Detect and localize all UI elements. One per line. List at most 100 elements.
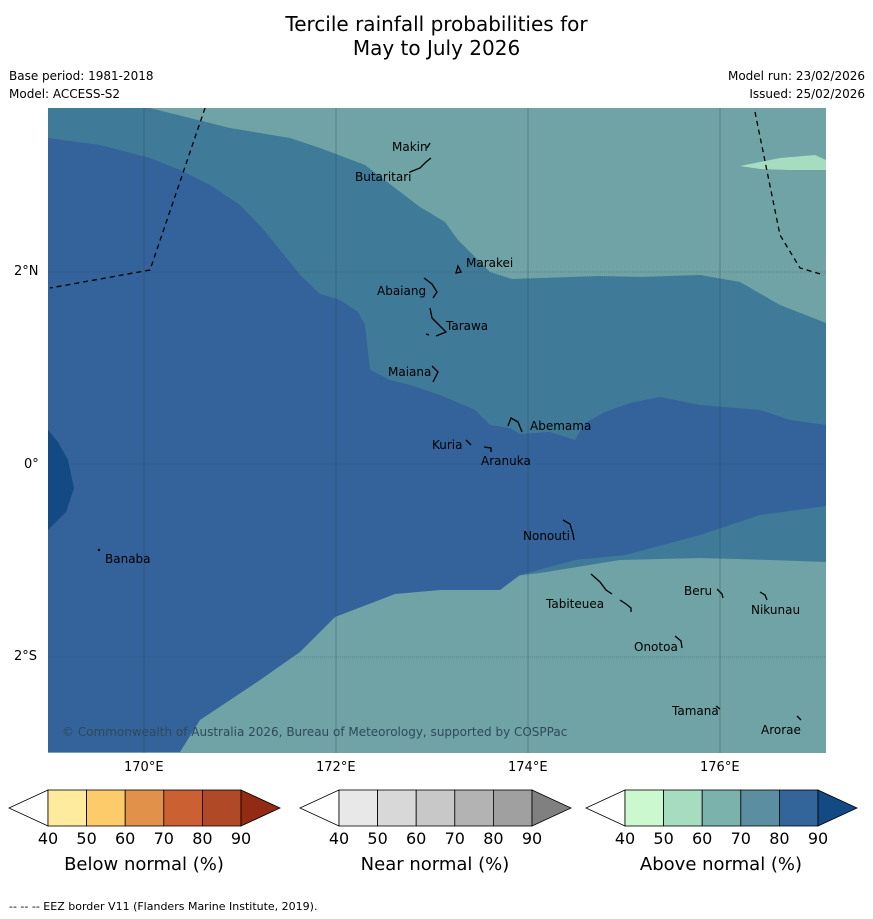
island-kuria — [465, 439, 472, 446]
colorbar-above-tick-50: 50 — [653, 829, 674, 848]
eez-border-west — [49, 108, 206, 289]
island-arorae — [796, 715, 802, 721]
colorbar-below-low-end — [8, 789, 49, 827]
lat-tick-0: 0° — [24, 457, 39, 472]
label-arorae: Arorae — [761, 723, 801, 737]
island-tarawa-south — [425, 333, 430, 336]
model-run-text: Model run: 23/02/2026 — [727, 69, 865, 83]
island-tabiteuea-south — [619, 599, 632, 612]
colorbar-below-swatch-70-80 — [163, 789, 203, 827]
label-kuria: Kuria — [432, 438, 463, 452]
colorbar-above-low-end — [585, 789, 626, 827]
colorbar-below-tick-40: 40 — [37, 829, 59, 848]
colorbar-near-high-end — [531, 789, 572, 827]
island-abaiang — [423, 277, 438, 299]
contour-80-90 — [48, 138, 826, 752]
colorbar-below-swatch-50-60 — [86, 789, 126, 827]
label-abaiang: Abaiang — [377, 284, 426, 298]
title-line-2: May to July 2026 — [352, 36, 521, 60]
lon-tick-174e: 174°E — [508, 760, 548, 775]
label-marakei: Marakei — [466, 256, 513, 270]
contour-90-plus — [48, 430, 74, 530]
colorbar-below — [8, 789, 281, 827]
eez-borders — [49, 108, 825, 289]
colorbar-near-swatch-40-50 — [338, 789, 378, 827]
colorbar-near-tick-80: 80 — [483, 829, 504, 848]
label-aranuka: Aranuka — [481, 454, 531, 468]
colorbar-near-tick-60: 60 — [406, 829, 427, 848]
issued-text: Issued: 25/02/2026 — [749, 87, 865, 101]
label-butaritari: Butaritari — [355, 170, 412, 184]
label-tabiteuea: Tabiteuea — [545, 597, 604, 611]
colorbar-above-swatch-60-70 — [701, 789, 742, 827]
colorbar-near-label: Near normal (%) — [360, 854, 510, 875]
copyright-text: © Commonwealth of Australia 2026, Bureau… — [62, 725, 567, 739]
base-period-text: Base period: 1981-2018 — [9, 69, 154, 83]
label-tarawa: Tarawa — [445, 319, 488, 333]
colorbar-below-swatch-40-50 — [47, 789, 87, 827]
colorbar-below-tick-80: 80 — [192, 829, 213, 848]
colorbar-below-swatch-60-70 — [124, 789, 165, 827]
gridlines — [48, 108, 826, 753]
label-abemama: Abemama — [530, 419, 591, 433]
colorbar-below-tick-90: 90 — [230, 829, 252, 848]
meta-right: Model run: 23/02/2026 Issued: 25/02/2026 — [728, 67, 865, 103]
probability-contours: Makin Butaritari Marakei Abaiang Tarawa … — [48, 108, 826, 753]
colorbar-near-tick-50: 50 — [367, 829, 388, 848]
chart-title: Tercile rainfall probabilities for May t… — [0, 12, 873, 60]
colorbar-below-label: Below normal (%) — [64, 854, 224, 875]
island-tamana — [715, 705, 721, 710]
island-marakei — [455, 264, 462, 274]
colorbar-below-tick-50: 50 — [76, 829, 97, 848]
colorbar-near-tick-40: 40 — [328, 829, 350, 848]
label-makin: Makin — [392, 140, 428, 154]
footer-eez-note: -- -- -- EEZ border V11 (Flanders Marine… — [9, 900, 318, 913]
island-makin — [426, 142, 431, 149]
label-nikunau: Nikunau — [751, 603, 800, 617]
colorbar-above-label: Above normal (%) — [639, 854, 803, 875]
island-beru — [716, 588, 724, 599]
island-aranuka — [483, 446, 492, 452]
lat-tick-2s: 2°S — [14, 649, 38, 664]
colorbar-below-tick-60: 60 — [115, 829, 136, 848]
island-nikunau — [759, 591, 768, 601]
islands — [97, 142, 802, 721]
colorbar-above-tick-60: 60 — [692, 829, 713, 848]
lon-tick-176e: 176°E — [700, 760, 740, 775]
colorbar-above — [585, 789, 858, 827]
title-line-1: Tercile rainfall probabilities for — [285, 12, 588, 36]
place-labels: Makin Butaritari Marakei Abaiang Tarawa … — [105, 140, 801, 737]
meta-left: Base period: 1981-2018 Model: ACCESS-S2 — [9, 67, 154, 103]
colorbar-above-swatch-70-80 — [740, 789, 780, 827]
colorbar-above-tick-80: 80 — [769, 829, 790, 848]
lon-tick-172e: 172°E — [316, 760, 356, 775]
colorbar-above-swatch-50-60 — [663, 789, 703, 827]
colorbar-above-swatch-40-50 — [624, 789, 664, 827]
colorbar-above-high-end — [817, 789, 858, 827]
colorbar-above-tick-90: 90 — [807, 829, 829, 848]
lon-tick-170e: 170°E — [124, 760, 164, 775]
colorbar-below-swatch-80-90 — [201, 789, 242, 827]
colorbar-near-low-end — [299, 789, 340, 827]
colorbar-near-tick-70: 70 — [444, 829, 465, 848]
label-onotoa: Onotoa — [634, 640, 678, 654]
contour-50-60 — [740, 155, 826, 170]
colorbar-above-swatch-80-90 — [779, 789, 819, 827]
island-nonouti — [562, 519, 575, 541]
label-tamana: Tamana — [671, 704, 719, 718]
lat-tick-2n: 2°N — [14, 264, 39, 279]
label-nonouti: Nonouti — [523, 529, 570, 543]
colorbar-near-swatch-80-90 — [492, 789, 533, 827]
island-abemama — [507, 417, 523, 433]
island-banaba — [97, 548, 101, 552]
colorbar-near — [299, 789, 572, 827]
island-tabiteuea-north — [590, 573, 613, 595]
colorbar-below-high-end — [240, 789, 281, 827]
colorbar-above-tick-40: 40 — [614, 829, 636, 848]
island-onotoa — [674, 635, 683, 649]
model-text: Model: ACCESS-S2 — [9, 87, 121, 101]
island-tarawa — [429, 307, 448, 337]
colorbar-near-swatch-60-70 — [415, 789, 456, 827]
eez-border-east — [754, 111, 825, 276]
